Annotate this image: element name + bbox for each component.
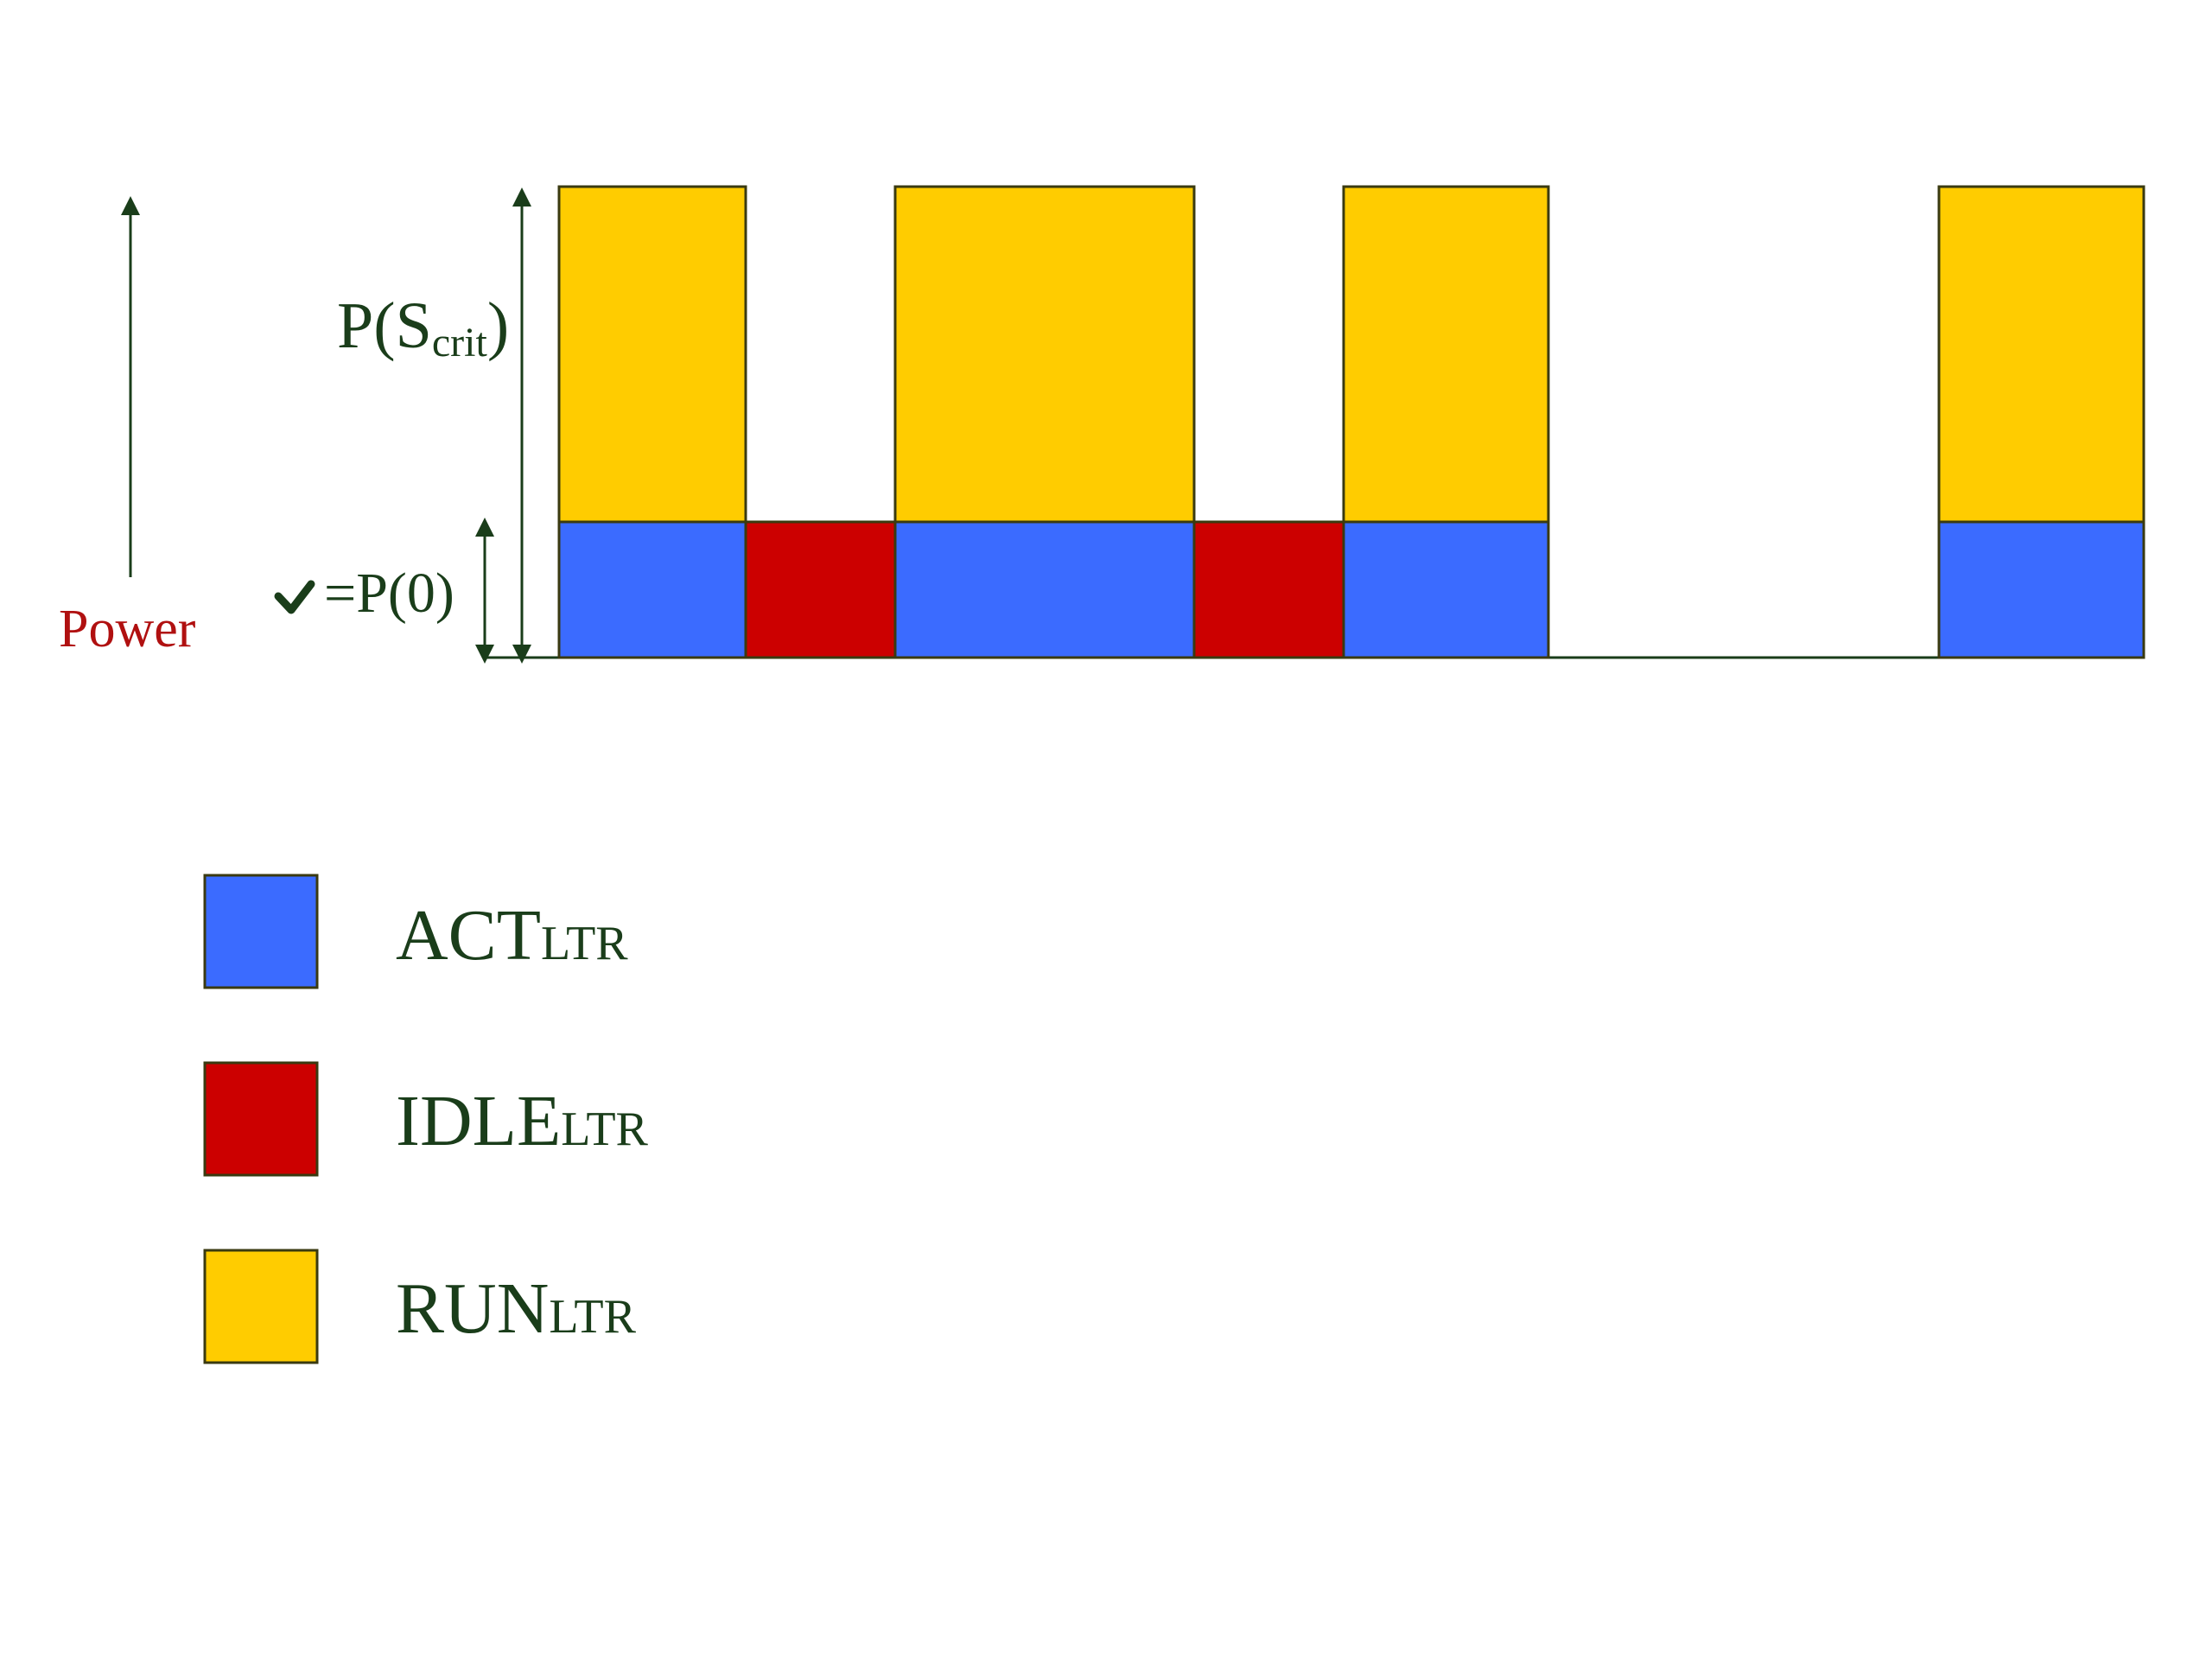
run-block — [1342, 185, 1550, 524]
act-block — [1342, 520, 1550, 659]
p-scrit-label: P(Scrit) — [337, 289, 509, 365]
run-block — [893, 185, 1196, 524]
legend-label-run: RUNLTR — [396, 1268, 637, 1349]
run-block — [1937, 185, 2145, 524]
p-scrit-main: P(S — [337, 289, 432, 362]
power-label: Power — [59, 600, 196, 658]
idle-block — [744, 520, 897, 659]
check-icon — [274, 580, 315, 614]
legend-label-act: ACTLTR — [396, 895, 628, 976]
legend-swatch-act — [203, 874, 319, 989]
act-block — [557, 520, 747, 659]
idle-block — [1192, 520, 1345, 659]
legend-swatch-idle — [203, 1061, 319, 1177]
p-scrit-close: ) — [487, 289, 509, 362]
act-block — [1937, 520, 2145, 659]
legend: ACTLTR IDLELTR RUNLTR — [203, 874, 649, 1364]
p-scrit-subscript: crit — [432, 320, 488, 365]
act-block — [893, 520, 1196, 659]
run-block — [557, 185, 747, 524]
p-zero-label: =P(0) — [324, 562, 454, 625]
legend-swatch-run — [203, 1249, 319, 1364]
legend-label-idle: IDLELTR — [396, 1081, 649, 1161]
